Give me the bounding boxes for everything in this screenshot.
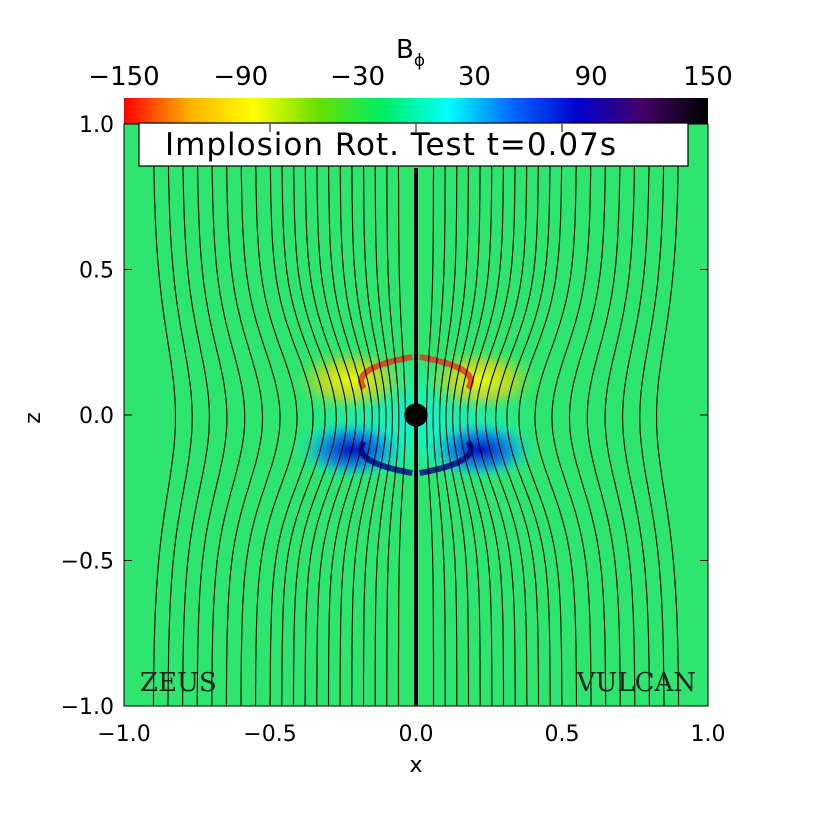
x-tick-label: −0.5 xyxy=(243,722,296,747)
field-line xyxy=(182,124,210,706)
field-line xyxy=(452,124,481,706)
y-tick-label: 0.0 xyxy=(79,404,114,429)
central-object xyxy=(404,403,428,427)
y-axis-title: z xyxy=(21,412,46,424)
field-line xyxy=(439,124,458,706)
field-line xyxy=(196,124,228,706)
field-line xyxy=(459,124,493,706)
title-background xyxy=(138,122,689,167)
field-line xyxy=(167,124,193,706)
field-line xyxy=(534,124,578,706)
field-line xyxy=(604,124,636,706)
colorbar-tick-label: 90 xyxy=(575,62,608,92)
field-line xyxy=(495,124,540,706)
field-line xyxy=(568,124,607,706)
colorbar-tick-label: −90 xyxy=(213,62,268,92)
x-tick-label: 1.0 xyxy=(691,722,726,747)
chart-title: Implosion Rot. Test t=0.07s xyxy=(165,127,617,163)
hot-arc xyxy=(358,353,413,391)
colorbar-tick-label: −150 xyxy=(88,62,159,92)
field-line xyxy=(432,124,446,706)
x-axis-title: x xyxy=(409,753,422,778)
field-line xyxy=(316,124,357,706)
x-axis: −1.0 −0.5 0.0 0.5 1.0 xyxy=(97,124,726,747)
colorbar-tick-label: 150 xyxy=(683,62,733,92)
field-line xyxy=(351,124,380,706)
field-line xyxy=(475,124,516,706)
field-line xyxy=(445,124,470,706)
field-line xyxy=(506,124,551,706)
field-line xyxy=(622,124,650,706)
x-tick-label: 0.5 xyxy=(545,722,580,747)
field-line xyxy=(327,124,366,706)
left-panel-label: ZEUS xyxy=(140,668,217,698)
colorbar: −150 −90 −30 30 90 150 Bϕ xyxy=(88,35,733,124)
field-line xyxy=(466,124,505,706)
colorbar-label: Bϕ xyxy=(396,35,425,71)
field-lines xyxy=(152,124,680,706)
right-panel-label: VULCAN xyxy=(576,668,696,698)
field-line xyxy=(292,124,337,706)
x-tick-label: −1.0 xyxy=(97,722,150,747)
field-line xyxy=(339,124,373,706)
field-line xyxy=(484,124,528,706)
x-tick-label: 0.0 xyxy=(399,722,434,747)
y-axis: −1.0 −0.5 0.0 0.5 1.0 xyxy=(61,113,708,720)
colorbar-tick-label: −30 xyxy=(330,62,385,92)
title-box: Implosion Rot. Test t=0.07s xyxy=(138,122,689,167)
field-line xyxy=(240,124,281,706)
field-line xyxy=(152,124,177,706)
y-tick-label: 1.0 xyxy=(79,113,114,138)
colorbar-tick-label: 30 xyxy=(458,62,491,92)
field-line xyxy=(386,124,400,706)
field-line xyxy=(586,124,621,706)
field-line xyxy=(655,124,680,706)
field-line xyxy=(304,124,348,706)
field-line xyxy=(551,124,592,706)
field-line xyxy=(374,124,393,706)
field-line xyxy=(254,124,298,706)
field-line xyxy=(225,124,264,706)
y-tick-label: −0.5 xyxy=(61,550,114,575)
colorbar-gradient xyxy=(124,98,708,124)
field-line xyxy=(281,124,326,706)
y-tick-label: −1.0 xyxy=(61,695,114,720)
field-line xyxy=(639,124,665,706)
plot-area xyxy=(123,123,709,707)
field-line xyxy=(518,124,563,706)
hot-arc xyxy=(419,353,474,391)
field-line xyxy=(269,124,314,706)
y-tick-label: 0.5 xyxy=(79,259,114,284)
field-line xyxy=(211,124,246,706)
field-line xyxy=(362,124,387,706)
